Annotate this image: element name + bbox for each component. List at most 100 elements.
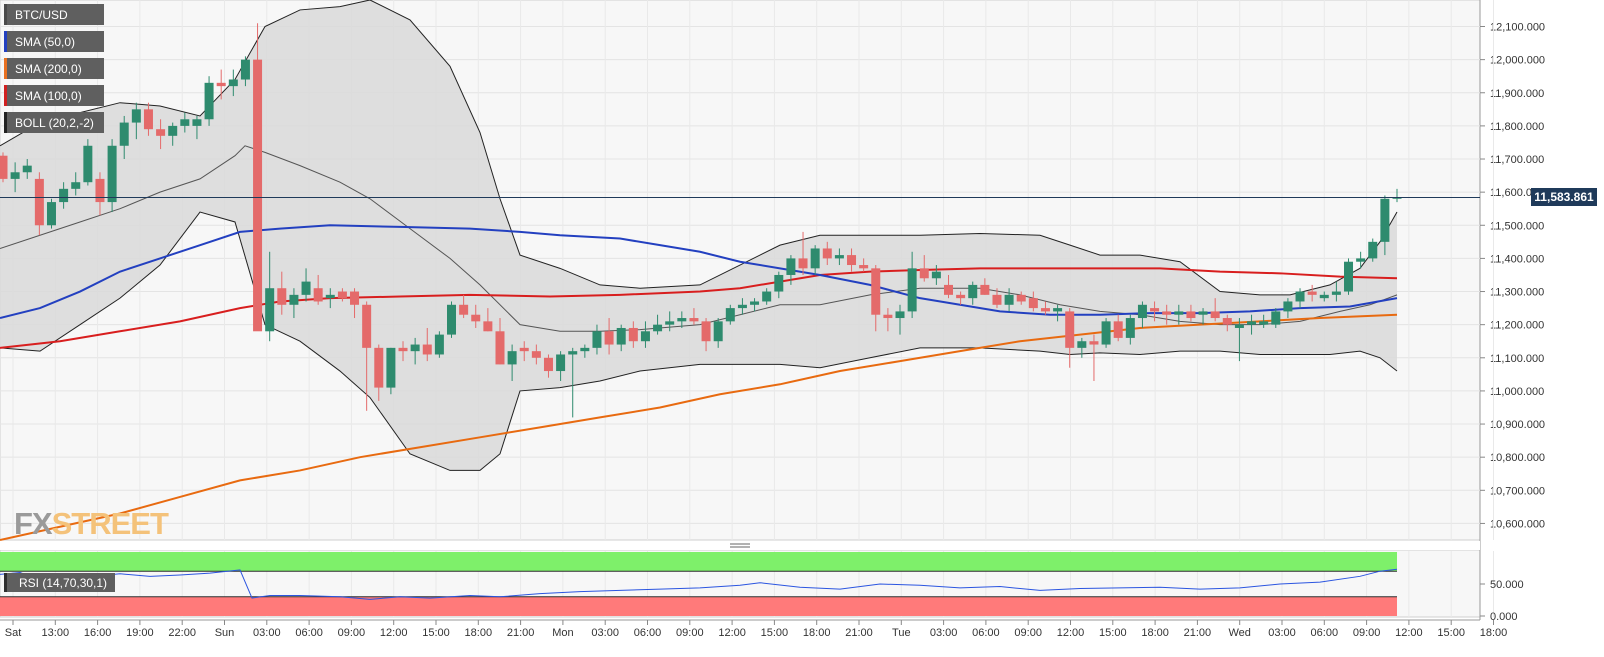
candle-body: [1392, 197, 1402, 199]
candle-body: [192, 119, 202, 126]
candle-body: [531, 351, 541, 358]
legend: BTC/USD SMA (50,0) SMA (200,0) SMA (100,…: [4, 4, 104, 133]
sma200-line: [0, 313, 1398, 541]
candle-body: [725, 308, 735, 322]
x-tick-label: 03:00: [253, 627, 281, 639]
candle-body: [737, 304, 747, 309]
legend-item-sma200[interactable]: SMA (200,0): [4, 58, 104, 79]
candle-body: [434, 334, 444, 355]
y-tick-label: 12,000.000: [1490, 55, 1545, 67]
x-tick-label: 13:00: [42, 627, 70, 639]
candle-body: [119, 122, 129, 146]
axis-area: [1480, 0, 1604, 657]
candle-body: [1380, 198, 1390, 242]
x-tick-label: 12:00: [718, 627, 746, 639]
candle-body: [1356, 258, 1366, 262]
candle-body: [507, 351, 517, 365]
candle-body: [980, 284, 990, 295]
x-tick-label: 21:00: [507, 627, 535, 639]
x-tick-label: 15:00: [422, 627, 450, 639]
rsi-y-tick-label: 0.000: [1490, 611, 1518, 623]
candle-body: [483, 321, 493, 332]
last-price-tag: 11,583.861: [1531, 188, 1597, 207]
x-tick-label: 09:00: [338, 627, 366, 639]
candle-body: [677, 318, 687, 322]
candle-body: [895, 311, 905, 319]
candle-body: [931, 271, 941, 279]
candle-body: [156, 129, 166, 136]
x-tick-label: Mon: [552, 627, 573, 639]
legend-label: SMA (100,0): [15, 88, 82, 103]
candle-body: [1319, 294, 1329, 299]
x-tick-label: 06:00: [972, 627, 1000, 639]
legend-item-sma100[interactable]: SMA (100,0): [4, 85, 104, 106]
candle-body: [1368, 241, 1378, 259]
y-tick-label: 11,000.000: [1490, 386, 1544, 398]
candle-body: [240, 59, 250, 80]
candle-body: [519, 347, 529, 352]
candle-body: [798, 258, 808, 269]
candle-body: [665, 321, 675, 325]
candle-body: [701, 321, 711, 342]
candle-body: [22, 165, 32, 173]
candle-body: [10, 172, 20, 179]
legend-item-btcusd[interactable]: BTC/USD: [4, 4, 104, 25]
bollinger-middle-line: [0, 145, 1398, 332]
legend-item-sma50[interactable]: SMA (50,0): [4, 31, 104, 52]
candle-body: [337, 291, 347, 299]
legend-label: BTC/USD: [15, 7, 68, 22]
candle-body: [204, 82, 214, 120]
x-tick-label: Sat: [5, 627, 22, 639]
y-tick-label: 11,700.000: [1490, 154, 1544, 166]
x-tick-label: 12:00: [1395, 627, 1423, 639]
x-tick-label: 06:00: [634, 627, 662, 639]
candle-body: [1222, 318, 1232, 325]
candle-body: [810, 248, 820, 269]
candle-body: [1016, 294, 1026, 302]
candle-body: [447, 304, 457, 335]
candle-body: [459, 304, 469, 315]
x-tick-label: 03:00: [1268, 627, 1296, 639]
rsi-oversold-zone: [0, 596, 1397, 616]
candle-body: [495, 331, 505, 365]
candle-body: [1234, 324, 1244, 328]
legend-swatch: [4, 85, 7, 106]
x-tick-label: 18:00: [465, 627, 493, 639]
candle-body: [374, 347, 384, 388]
legend-item-boll[interactable]: BOLL (20,2,-2): [4, 112, 104, 133]
legend-swatch: [4, 112, 7, 133]
y-tick-label: 11,300.000: [1490, 287, 1544, 299]
x-tick-label: 21:00: [845, 627, 873, 639]
x-tick-label: 21:00: [1184, 627, 1212, 639]
x-tick-label: 18:00: [1480, 627, 1508, 639]
x-tick-label: 09:00: [676, 627, 704, 639]
x-tick-label: 06:00: [295, 627, 323, 639]
watermark-street: STREET: [51, 506, 169, 541]
y-tick-label: 11,100.000: [1490, 353, 1544, 365]
candle-body: [216, 82, 226, 87]
candle-body: [750, 301, 760, 305]
candle-body: [543, 357, 553, 372]
candle-body: [1053, 308, 1063, 312]
candle-body: [943, 284, 953, 295]
candle-body: [786, 258, 796, 275]
legend-swatch: [4, 4, 7, 25]
candle-body: [580, 347, 590, 352]
candle-body: [871, 268, 881, 315]
x-tick-label: Tue: [892, 627, 911, 639]
candle-body: [907, 268, 917, 312]
candle-body: [822, 248, 832, 259]
candle-body: [992, 294, 1002, 305]
candle-body: [1004, 294, 1014, 305]
y-tick-label: 10,800.000: [1490, 452, 1545, 464]
y-tick-label: 10,600.000: [1490, 518, 1545, 530]
x-tick-label: 09:00: [1353, 627, 1381, 639]
y-tick-label: 10,700.000: [1490, 485, 1545, 497]
candle-body: [0, 155, 8, 179]
rsi-legend-label[interactable]: RSI (14,70,30,1): [4, 573, 115, 592]
candle-body: [422, 344, 432, 355]
candle-body: [1259, 321, 1269, 325]
watermark-fx: FX: [14, 506, 53, 541]
